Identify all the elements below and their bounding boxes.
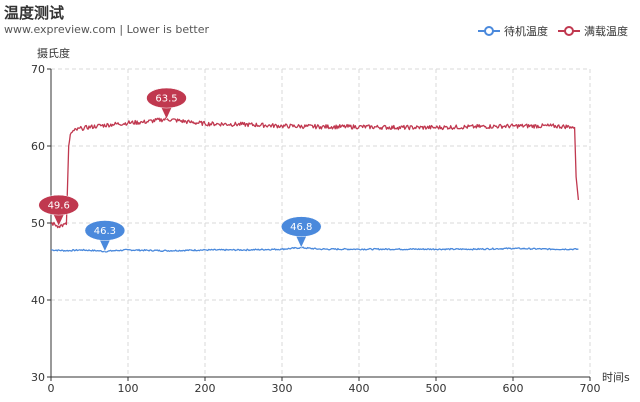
circle-line-icon xyxy=(558,26,580,36)
legend-label-load: 满载温度 xyxy=(584,25,628,38)
pin-marker: 49.6 xyxy=(38,194,79,227)
pin-bubble xyxy=(146,87,187,109)
legend-item-load[interactable]: 满载温度 xyxy=(558,23,628,39)
x-tick-label: 0 xyxy=(48,382,55,395)
y-tick-label: 30 xyxy=(31,371,45,384)
pin-label: 49.6 xyxy=(48,201,70,212)
chart-subtitle: www.expreview.com | Lower is better xyxy=(4,23,209,36)
x-tick-label: 300 xyxy=(272,382,293,395)
y-tick-label: 70 xyxy=(31,63,45,76)
y-tick-label: 50 xyxy=(31,217,45,230)
y-axis-title: 摄氏度 xyxy=(37,46,70,60)
x-tick-label: 400 xyxy=(349,382,370,395)
pin-marker: 46.3 xyxy=(84,220,126,253)
y-tick-label: 60 xyxy=(31,140,45,153)
pin-bubble xyxy=(84,220,126,241)
pin-label: 46.8 xyxy=(290,222,312,233)
x-tick-label: 600 xyxy=(503,382,524,395)
x-tick-label: 500 xyxy=(426,382,447,395)
pin-marker: 46.8 xyxy=(281,216,322,249)
legend-item-idle[interactable]: 待机温度 xyxy=(478,23,548,39)
pin-label: 63.5 xyxy=(155,94,177,105)
pin-marker: 63.5 xyxy=(146,87,187,120)
legend-label-idle: 待机温度 xyxy=(504,25,548,38)
pin-bubble xyxy=(38,194,79,216)
y-tick-label: 40 xyxy=(31,294,45,307)
series-line-idle xyxy=(50,246,579,253)
x-tick-label: 100 xyxy=(118,382,139,395)
x-tick-label: 700 xyxy=(580,382,601,395)
pin-label: 46.3 xyxy=(94,226,116,237)
circle-line-icon xyxy=(478,26,500,36)
chart-title: 温度测试 xyxy=(4,4,65,22)
x-axis-title: 时间s xyxy=(602,371,630,384)
series-line-load xyxy=(50,116,580,229)
chart-legend: 待机温度 满载温度 xyxy=(478,23,628,39)
x-tick-label: 200 xyxy=(195,382,216,395)
pin-bubble xyxy=(281,216,322,237)
